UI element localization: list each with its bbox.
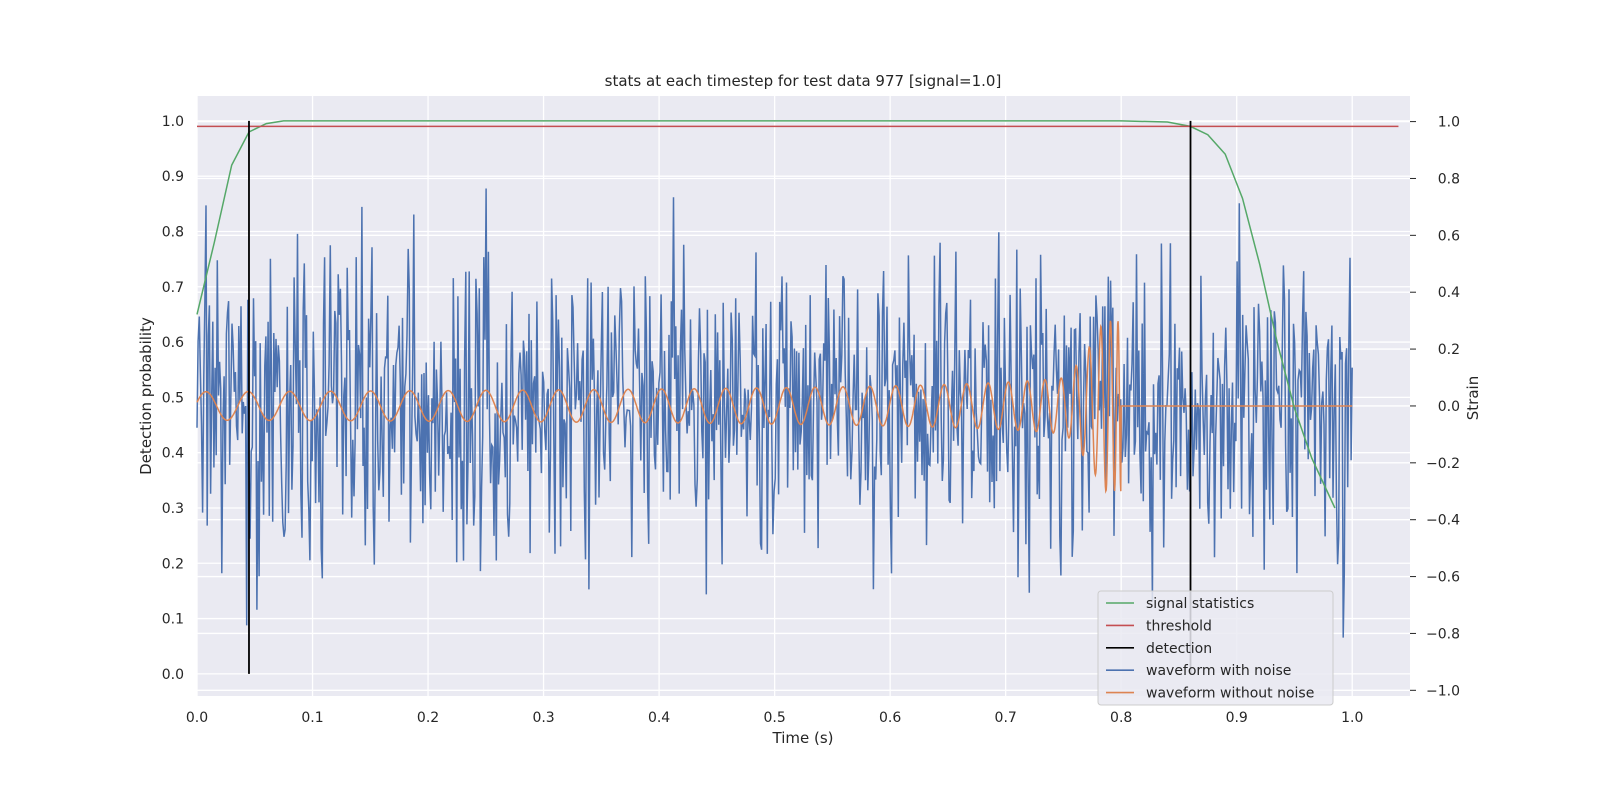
series-signal-statistics [196,120,1336,509]
left-tick-label: 0.1 [162,612,184,628]
x-tick-label: 0.9 [1226,710,1248,726]
x-tick-label: 1.0 [1341,710,1363,726]
right-axis-label: Strain [1464,376,1482,420]
series-waveform-with-noise [196,188,1353,638]
x-tick-label: 0.3 [532,710,554,726]
right-tick-label: 0.0 [1438,399,1460,415]
left-tick-label: 0.7 [162,280,184,296]
legend-label: waveform with noise [1146,663,1291,679]
legend-box [1097,590,1334,706]
right-tick-label: 0.4 [1438,285,1460,301]
legend-label: detection [1146,641,1212,657]
left-tick-label: 0.4 [162,446,184,462]
left-tick-label: 0.9 [162,169,184,185]
right-tick-label: 0.2 [1438,342,1460,358]
right-tick-label: 0.6 [1438,228,1460,244]
right-tick-label: 0.8 [1438,171,1460,187]
left-tick-label: 0.6 [162,335,184,351]
right-tick-label: 1.0 [1438,115,1460,131]
right-tick-label: −0.4 [1426,513,1460,529]
x-tick-label: 0.8 [1110,710,1132,726]
x-axis-ticks: 0.0 0.1 0.2 0.3 0.4 0.5 0.6 0.7 0.8 0.9 1.0 [186,710,1364,726]
series-waveform-without-noise [196,320,1353,494]
x-tick-label: 0.2 [417,710,439,726]
left-tick-label: 0.0 [162,667,184,683]
left-tick-label: 0.3 [162,501,184,517]
left-tick-label: 1.0 [162,114,184,130]
x-tick-label: 0.1 [301,710,323,726]
x-tick-label: 0.7 [995,710,1017,726]
left-axis-label: Detection probability [137,317,155,475]
legend-label: waveform without noise [1146,686,1314,702]
x-axis-label: Time (s) [772,729,834,747]
right-tick-label: −0.2 [1426,456,1460,472]
x-tick-label: 0.0 [186,710,208,726]
series-group [196,120,1399,674]
x-tick-label: 0.5 [763,710,785,726]
legend-label: signal statistics [1146,596,1254,612]
left-axis-ticks: 0.0 0.1 0.2 0.3 0.4 0.5 0.6 0.7 0.8 0.9 1.0 [162,114,184,683]
chart-title: stats at each timestep for test data 977… [605,72,1002,90]
right-tick-label: −1.0 [1426,683,1460,699]
legend-label: threshold [1146,618,1212,634]
right-tick-label: −0.8 [1426,626,1460,642]
left-tick-label: 0.8 [162,224,184,240]
legend: signal statistics threshold detection wavef… [1097,590,1334,706]
right-tick-label: −0.6 [1426,570,1460,586]
right-axis-ticks: −1.0 −0.8 −0.6 −0.4 −0.2 0.0 0.2 0.4 0.6 0.8 1.0 [1410,115,1460,699]
left-tick-label: 0.5 [162,390,184,406]
x-tick-label: 0.6 [879,710,901,726]
x-tick-label: 0.4 [648,710,670,726]
left-tick-label: 0.2 [162,556,184,572]
